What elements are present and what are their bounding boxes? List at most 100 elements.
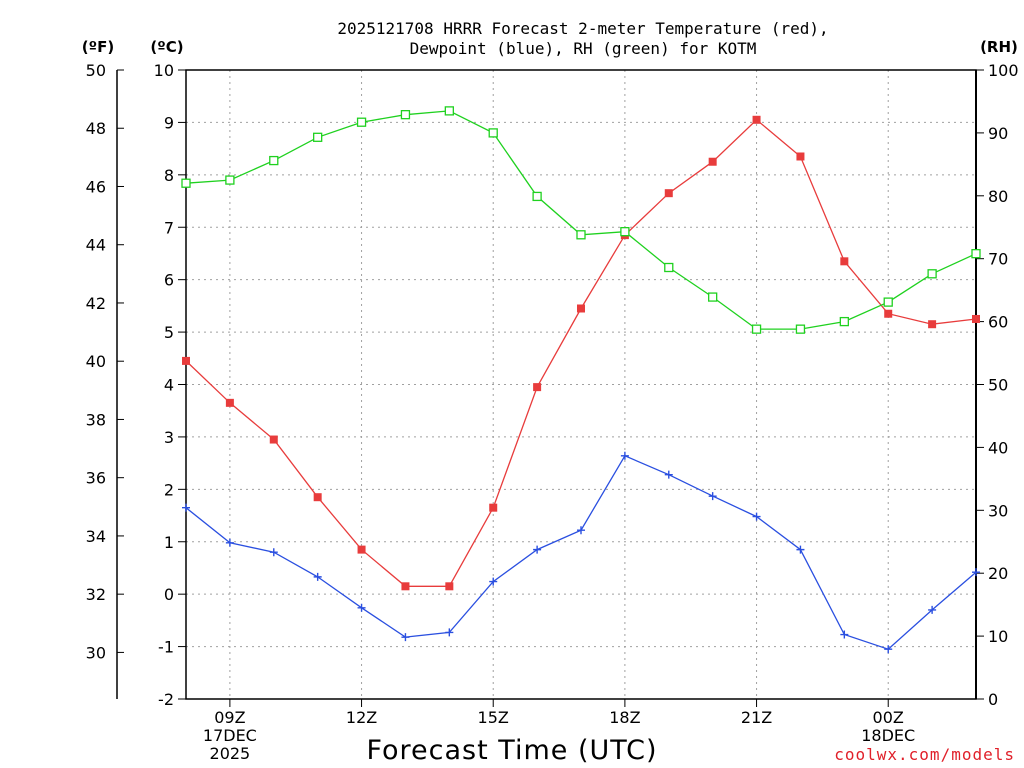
fahrenheit-tick-label: 50: [86, 61, 106, 80]
fahrenheit-unit-label: (ºF): [82, 38, 114, 56]
rh-point: [313, 132, 323, 142]
fahrenheit-tick-label: 36: [86, 469, 106, 488]
dewpoint-point: [928, 605, 937, 614]
dewpoint-point: [972, 568, 980, 577]
temperature-point: [313, 493, 322, 502]
rh-point: [356, 117, 367, 127]
temperature-point: [445, 582, 454, 591]
plot-frame: [185, 69, 977, 700]
temperature-line: [185, 118, 977, 587]
rh-point: [883, 297, 893, 307]
dewpoint-point: [313, 572, 322, 581]
rh-point: [181, 178, 191, 188]
fahrenheit-tick-label: 34: [86, 527, 106, 546]
dewpoint-point: [357, 603, 366, 612]
x-tick-label: 17DEC: [203, 726, 257, 745]
rh-point: [927, 269, 937, 279]
dewpoint-point: [884, 645, 893, 654]
celsius-tick-label: 10: [154, 61, 174, 80]
dewpoint-point: [708, 492, 717, 501]
fahrenheit-tick-label: 46: [86, 177, 106, 196]
temperature-point: [269, 435, 278, 444]
temperature-point: [796, 152, 805, 161]
celsius-tick-label: 4: [164, 376, 174, 395]
rh-tick-label: 50: [988, 376, 1008, 395]
rh-point: [400, 110, 411, 120]
dewpoint-line: [185, 454, 977, 650]
temperature-point: [972, 314, 980, 323]
x-axis-label: Forecast Time (UTC): [366, 735, 657, 766]
temperature-point: [401, 582, 410, 591]
celsius-tick-label: 6: [164, 271, 174, 290]
celsius-tick-label: -1: [158, 638, 174, 657]
celsius-tick-label: 0: [164, 585, 174, 604]
rh-point: [225, 175, 235, 185]
rh-point: [576, 230, 586, 240]
fahrenheit-tick-label: 48: [86, 119, 106, 138]
chart-title-line-2: Dewpoint (blue), RH (green) for KOTM: [410, 39, 757, 58]
dewpoint-point: [401, 633, 410, 642]
temperature-point: [489, 503, 498, 512]
rh-tick-label: 60: [988, 313, 1008, 332]
celsius-tick-label: 1: [164, 533, 174, 552]
dewpoint-point: [620, 451, 629, 460]
temperature-point: [225, 398, 234, 407]
rh-point: [839, 316, 849, 327]
rh-tick-label: 30: [988, 501, 1008, 520]
temperature-point: [840, 257, 849, 266]
rh-unit-label: (RH): [980, 38, 1018, 56]
dewpoint-point: [225, 538, 234, 547]
temperature-point: [182, 356, 190, 365]
rh-line: [185, 110, 977, 330]
fahrenheit-tick-label: 44: [86, 236, 106, 255]
x-tick-label: 18DEC: [861, 726, 915, 745]
rh-point: [444, 106, 454, 116]
gridlines: [186, 70, 976, 699]
rh-tick-label: 10: [988, 627, 1008, 646]
dewpoint-point: [445, 628, 454, 637]
fahrenheit-tick-label: 42: [86, 294, 106, 313]
rh-tick-label: 100: [988, 61, 1019, 80]
rh-point: [971, 249, 981, 259]
dewpoint-point: [796, 545, 805, 554]
temperature-point: [664, 189, 673, 198]
fahrenheit-tick-label: 32: [86, 585, 106, 604]
temperature-point: [357, 545, 366, 554]
dewpoint-point: [489, 577, 498, 586]
temperature-point: [884, 309, 893, 318]
rh-tick-label: 70: [988, 250, 1008, 269]
x-tick-label: 2025: [210, 744, 251, 763]
temperature-point: [533, 383, 542, 392]
rh-point: [488, 128, 498, 138]
rh-point: [620, 227, 630, 237]
rh-tick-label: 0: [988, 690, 998, 709]
celsius-unit-label: (ºC): [150, 38, 183, 56]
rh-tick-label: 40: [988, 438, 1008, 457]
rh-point: [751, 324, 762, 334]
dewpoint-point: [752, 512, 761, 521]
dewpoint-point: [533, 545, 542, 554]
source-credit: coolwx.com/models: [834, 745, 1015, 764]
fahrenheit-tick-label: 38: [86, 410, 106, 429]
rh-tick-label: 80: [988, 187, 1008, 206]
celsius-tick-label: 3: [164, 428, 174, 447]
data-series: [181, 106, 981, 654]
celsius-tick-label: -2: [158, 690, 174, 709]
x-tick-label: 12Z: [346, 708, 377, 727]
rh-tick-label: 20: [988, 564, 1008, 583]
chart-title-line-1: 2025121708 HRRR Forecast 2-meter Tempera…: [337, 19, 828, 38]
rh-point: [708, 292, 718, 302]
axes: -2-1012345678910303234363840424446485001…: [86, 61, 1019, 763]
celsius-tick-label: 9: [164, 113, 174, 132]
celsius-tick-label: 7: [164, 218, 174, 237]
fahrenheit-tick-label: 30: [86, 643, 106, 662]
celsius-tick-label: 8: [164, 166, 174, 185]
dewpoint-point: [840, 630, 849, 639]
fahrenheit-tick-label: 40: [86, 352, 106, 371]
dewpoint-point: [269, 548, 278, 557]
temperature-point: [752, 115, 761, 124]
rh-tick-label: 90: [988, 124, 1008, 143]
dewpoint-point: [664, 470, 673, 479]
dewpoint-point: [577, 526, 585, 535]
